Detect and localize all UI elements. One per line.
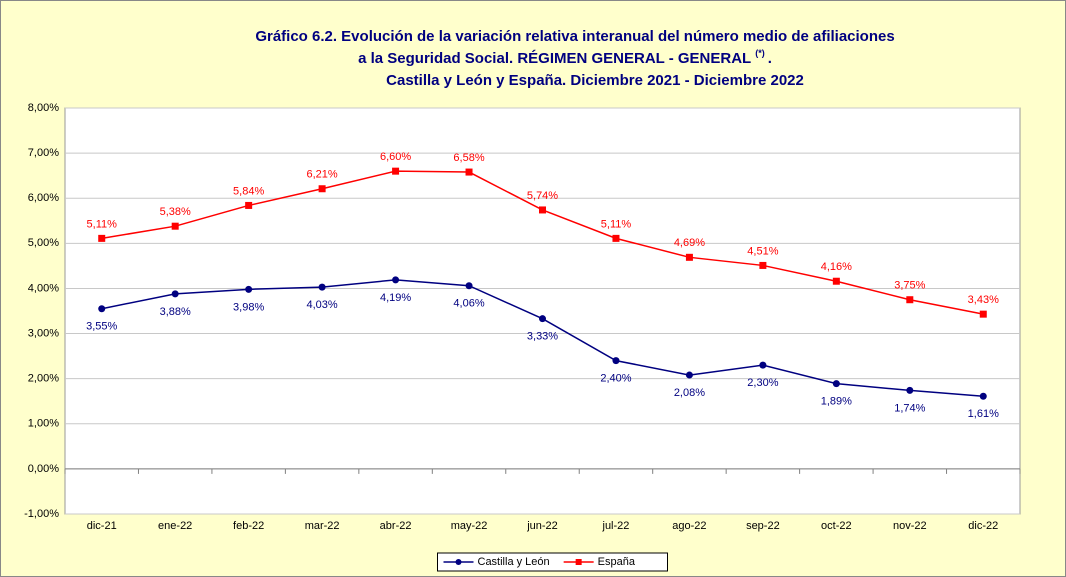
- x-tick-label: may-22: [451, 520, 488, 532]
- y-tick-label: 6,00%: [28, 192, 59, 204]
- data-label: 3,43%: [968, 294, 999, 306]
- x-tick-label: jun-22: [526, 520, 558, 532]
- marker: [455, 559, 462, 565]
- marker: [612, 357, 620, 365]
- data-label: 1,74%: [894, 402, 925, 414]
- data-label: 2,40%: [600, 373, 631, 385]
- marker: [392, 276, 400, 284]
- marker: [906, 386, 914, 394]
- data-label: 4,69%: [674, 237, 705, 249]
- data-label: 1,61%: [968, 408, 999, 420]
- chart-title: Castilla y León y España. Diciembre 2021…: [386, 72, 804, 89]
- data-label: 5,11%: [601, 218, 632, 230]
- x-tick-label: dic-22: [968, 520, 998, 532]
- data-label: 6,21%: [307, 169, 338, 181]
- marker: [171, 290, 179, 298]
- marker: [318, 185, 326, 193]
- marker: [465, 282, 473, 290]
- x-tick-label: dic-21: [87, 520, 117, 532]
- data-label: 2,08%: [674, 387, 705, 399]
- data-label: 3,75%: [894, 280, 925, 292]
- data-label: 4,19%: [380, 292, 411, 304]
- data-label: 6,58%: [453, 152, 484, 164]
- marker: [759, 261, 767, 269]
- marker: [685, 253, 693, 261]
- data-label: 3,98%: [233, 301, 264, 313]
- marker: [245, 201, 253, 209]
- legend-box: [437, 552, 668, 572]
- data-label: 4,06%: [453, 298, 484, 310]
- legend-label: España: [598, 556, 636, 568]
- chart-title: Gráfico 6.2. Evolución de la variación r…: [255, 28, 894, 45]
- x-tick-label: jul-22: [602, 520, 630, 532]
- marker: [171, 222, 179, 230]
- marker: [318, 283, 326, 291]
- marker: [98, 305, 106, 313]
- x-tick-label: feb-22: [233, 520, 264, 532]
- x-tick-label: nov-22: [893, 520, 927, 532]
- x-tick-label: oct-22: [821, 520, 852, 532]
- y-tick-label: 8,00%: [28, 102, 59, 114]
- data-label: 1,89%: [821, 396, 852, 408]
- x-tick-label: ago-22: [672, 520, 706, 532]
- y-tick-label: 3,00%: [28, 327, 59, 339]
- marker: [392, 167, 400, 175]
- y-tick-label: 7,00%: [28, 147, 59, 159]
- marker: [245, 285, 253, 293]
- x-tick-label: abr-22: [380, 520, 412, 532]
- marker: [685, 371, 693, 379]
- y-tick-label: 2,00%: [28, 373, 59, 385]
- marker: [98, 234, 106, 242]
- data-label: 5,74%: [527, 190, 558, 202]
- data-label: 5,38%: [160, 206, 191, 218]
- marker: [832, 380, 840, 388]
- marker: [539, 315, 546, 323]
- y-tick-label: 4,00%: [28, 282, 59, 294]
- data-label: 3,88%: [160, 306, 191, 318]
- y-tick-label: 5,00%: [28, 237, 59, 249]
- data-label: 2,30%: [747, 377, 778, 389]
- x-tick-label: ene-22: [158, 520, 192, 532]
- marker: [575, 559, 582, 565]
- legend-label: Castilla y León: [478, 556, 550, 568]
- data-label: 5,11%: [87, 218, 118, 230]
- data-label: 5,84%: [233, 185, 264, 197]
- chart-title: a la Seguridad Social. RÉGIMEN GENERAL -…: [358, 48, 772, 67]
- marker: [906, 296, 914, 304]
- marker: [979, 310, 987, 318]
- marker: [539, 206, 546, 214]
- y-tick-label: 0,00%: [28, 463, 59, 475]
- marker: [465, 168, 473, 176]
- data-label: 4,03%: [307, 299, 338, 311]
- y-tick-label: -1,00%: [24, 508, 59, 520]
- data-label: 3,33%: [527, 331, 558, 343]
- data-label: 4,16%: [821, 261, 852, 273]
- marker: [832, 277, 840, 285]
- data-label: 6,60%: [380, 151, 411, 163]
- data-label: 4,51%: [747, 245, 778, 257]
- plot-area: [64, 107, 1021, 515]
- y-tick-label: 1,00%: [28, 418, 59, 430]
- marker: [612, 234, 620, 242]
- marker: [979, 392, 987, 400]
- x-tick-label: sep-22: [746, 520, 780, 532]
- data-label: 3,55%: [86, 321, 117, 333]
- x-tick-label: mar-22: [305, 520, 340, 532]
- marker: [759, 361, 767, 369]
